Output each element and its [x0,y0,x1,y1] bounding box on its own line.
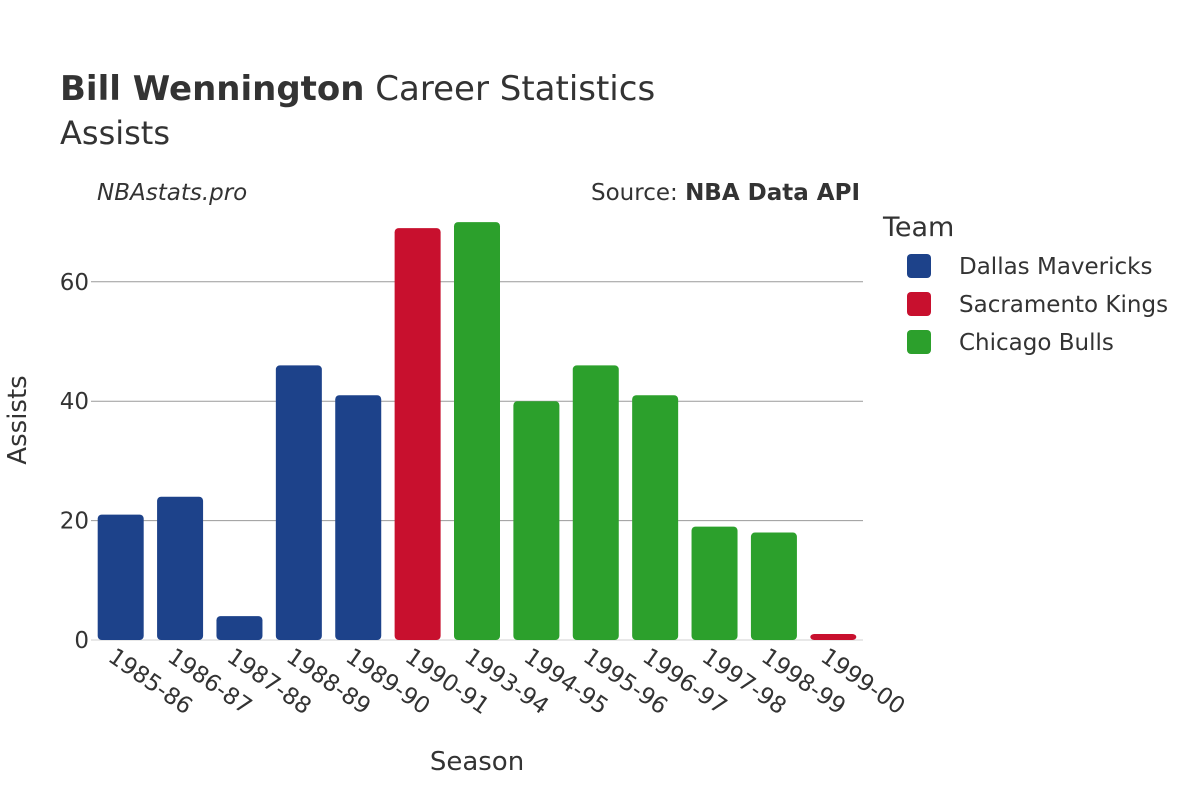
watermark: NBAstats.pro [97,180,247,206]
legend: Team Dallas Mavericks Sacramento Kings Chi… [882,212,1168,356]
bar-1998-99: 1998-99: 18 [750,532,797,640]
source-name: NBA Data API [685,180,860,206]
chart-subtitle: Assists [60,114,170,152]
source-label: Source: NBA Data API [591,180,860,206]
bar-1987-88: 1987-88: 4 [216,616,263,640]
legend-label: Sacramento Kings [959,292,1168,318]
bar-1997-98: 1997-98: 19 [691,526,738,640]
legend-title: Team [882,212,954,243]
bar-1989-90: 1989-90: 41 [335,395,382,640]
y-axis-ticks: 0 20 40 60 [60,270,89,654]
bar-1995-96: 1995-96: 46 [572,365,619,640]
x-axis-label: Season [430,747,524,777]
title-player-name: Bill Wennington [60,69,365,109]
bar-1994-95: 1994-95: 40 [513,401,560,640]
y-tick-label: 20 [60,509,89,535]
bar-1999-00: 1999-00: 1 [810,634,857,640]
legend-swatch [907,292,931,316]
bar-1990-91: 1990-91: 69 [394,228,441,640]
bar-1988-89: 1988-89: 46 [275,365,322,640]
source-prefix: Source: [591,180,685,206]
legend-item: Chicago Bulls [907,330,1114,356]
bar-1993-94: 1993-94: 70 [454,222,500,640]
bar-1985-86: 1985-86: 21 [97,514,144,640]
legend-item: Dallas Mavericks [907,254,1152,280]
y-tick-label: 0 [74,628,89,654]
bars: 1985-86: 21 1986-87: 24 1987-88: 4 1988-89:… [97,222,857,640]
legend-label: Chicago Bulls [959,330,1114,356]
bar-1986-87: 1986-87: 24 [157,496,204,640]
legend-swatch [907,330,931,354]
y-tick-label: 60 [60,270,89,296]
legend-item: Sacramento Kings [907,292,1168,318]
legend-swatch [907,254,931,278]
chart-title: Bill Wennington Career Statistics Assist… [60,69,655,152]
x-axis-ticks: 1985-861986-871987-881988-891989-901990-… [103,644,909,720]
legend-label: Dallas Mavericks [959,254,1152,280]
title-rest: Career Statistics [365,69,656,109]
svg-text:Bill Wennington Career Statist: Bill Wennington Career Statistics [60,69,655,109]
y-tick-label: 40 [60,389,89,415]
bar-1996-97: 1996-97: 41 [632,395,679,640]
y-axis-label: Assists [3,375,33,464]
